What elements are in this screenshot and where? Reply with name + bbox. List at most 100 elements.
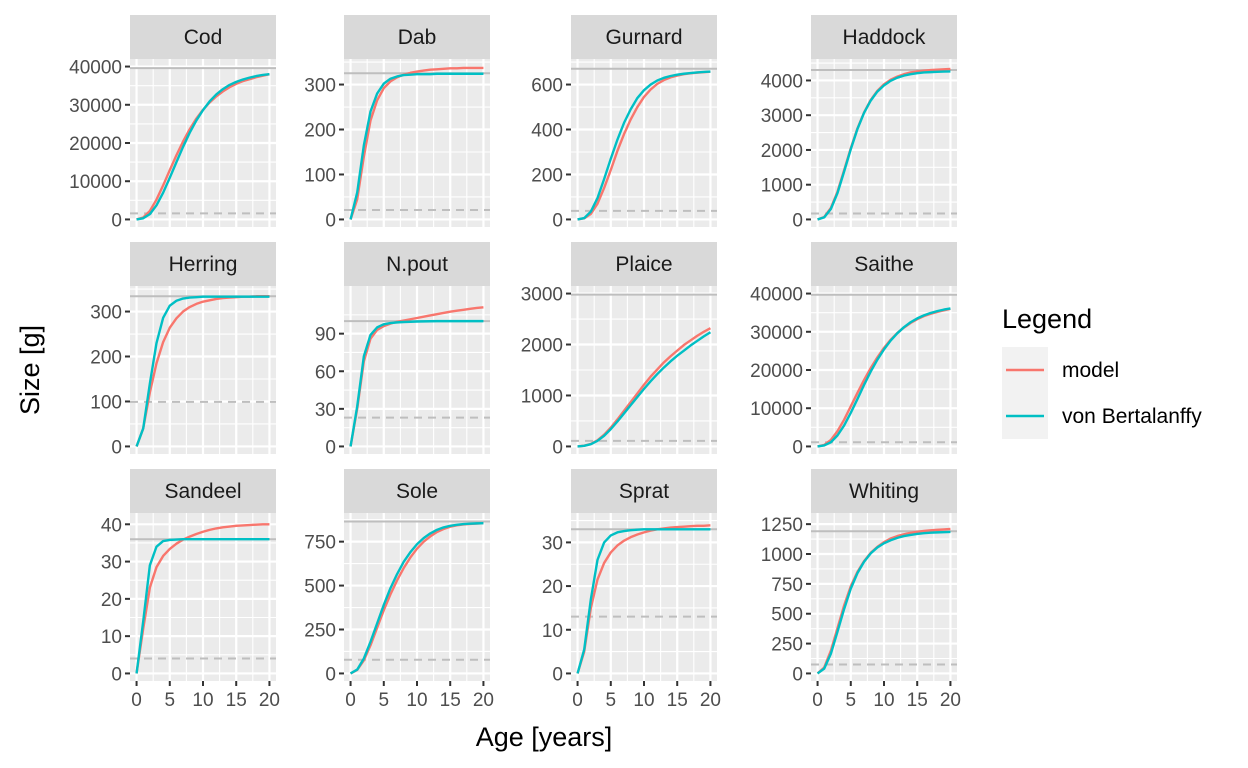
panel-whiting: Whiting 0 250 500 750 1000 1250 0 5 10 15 20 [761,469,961,711]
y-tick-label: 300 [90,303,122,324]
strip-label-n-pout: N.pout [386,253,448,276]
x-tick-label: 0 [812,690,823,711]
y-tick-label: 100 [90,392,122,413]
panel-n-pout: N.pout 0 30 60 90 [315,242,490,458]
y-tick-label: 40000 [69,58,122,79]
y-tick-label: 0 [792,664,803,685]
series-line-von-bertalanffy-haddock [817,70,951,221]
y-tick-label: 1000 [761,176,803,197]
y-tick-label: 200 [90,348,122,369]
x-tick-label: 20 [259,690,280,711]
y-tick-label: 20 [542,577,563,598]
series-line-von-bertalanffy-herring [135,295,270,447]
y-tick-label: 300 [304,76,336,97]
panel-haddock: Haddock 0 1000 2000 3000 4000 [761,15,957,231]
y-tick-label: 1250 [761,515,803,536]
x-tick-label: 20 [940,690,961,711]
y-axis-title: Size [g] [15,325,45,415]
series-line-model-sprat [576,524,711,674]
panel-dab: Dab 0 100 200 300 [304,15,490,231]
x-tick-label: 10 [406,690,427,711]
strip-label-sandeel: Sandeel [164,480,241,503]
y-tick-label: 1000 [521,386,563,407]
x-tick-label: 5 [605,690,616,711]
x-tick-label: 15 [667,690,688,711]
y-tick-label: 2000 [521,336,563,357]
strip-label-sprat: Sprat [619,480,669,503]
y-tick-label: 90 [315,325,336,346]
y-tick-label: 1000 [761,545,803,566]
x-tick-label: 0 [572,690,583,711]
strip-label-plaice: Plaice [615,253,672,276]
facet-panels: Cod010000200003000040000Dab0100200300Gur… [69,15,961,711]
x-tick-label: 10 [873,690,894,711]
y-tick-label: 0 [111,437,122,458]
strip-dab [344,15,490,59]
series-line-von-bertalanffy-dab [349,72,484,220]
series-line-von-bertalanffy-sandeel [135,538,270,674]
y-tick-label: 600 [531,76,563,97]
strip-sprat [571,469,717,513]
y-tick-label: 200 [531,165,563,186]
strip-whiting [811,469,957,513]
y-tick-label: 0 [552,664,563,685]
y-tick-label: 500 [304,577,336,598]
strip-n-pout [344,242,490,286]
y-tick-label: 750 [304,533,336,554]
y-tick-label: 40 [101,515,122,536]
x-tick-label: 10 [192,690,213,711]
x-tick-label: 5 [845,690,856,711]
panel-cod: Cod 0 10000 20000 30000 40000 [69,15,276,231]
y-tick-label: 0 [111,664,122,685]
y-tick-label: 100 [304,165,336,186]
x-axis-title: Age [years] [476,722,613,752]
y-tick-label: 0 [792,210,803,231]
strip-label-haddock: Haddock [843,26,926,49]
y-tick-label: 10 [101,627,122,648]
panel-herring: Herring 0 100 200 300 [90,242,276,458]
strip-label-dab: Dab [398,26,437,49]
y-tick-label: 0 [792,437,803,458]
x-tick-label: 0 [345,690,356,711]
panel-sandeel: Sandeel 0 10 20 30 40 0 5 10 15 20 [101,469,280,711]
strip-gurnard [571,15,717,59]
y-tick-label: 3000 [521,285,563,306]
x-tick-label: 10 [633,690,654,711]
y-tick-label: 4000 [761,71,803,92]
series-line-von-bertalanffy-sole [349,522,484,675]
series-line-von-bertalanffy-saithe [817,307,951,448]
y-tick-label: 400 [531,121,563,142]
y-tick-label: 0 [552,437,563,458]
y-tick-label: 0 [552,210,563,231]
strip-herring [130,242,276,286]
y-tick-label: 250 [304,621,336,642]
y-tick-label: 40000 [750,285,803,306]
y-tick-label: 0 [325,437,336,458]
series-line-von-bertalanffy-cod [136,73,270,221]
y-tick-label: 30 [101,553,122,574]
x-tick-label: 5 [378,690,389,711]
strip-cod [130,15,276,59]
strip-label-whiting: Whiting [849,480,919,503]
series-line-von-bertalanffy-plaice [577,331,712,448]
y-tick-label: 30 [542,533,563,554]
strip-sandeel [130,469,276,513]
y-tick-label: 3000 [761,106,803,127]
strip-plaice [571,242,717,286]
strip-label-sole: Sole [396,480,438,503]
panel-gurnard: Gurnard 0 200 400 600 [531,15,717,231]
y-tick-label: 60 [315,362,336,383]
panel-plaice: Plaice 0 1000 2000 3000 [521,242,717,458]
y-tick-label: 30 [315,400,336,421]
x-tick-label: 15 [907,690,928,711]
y-tick-label: 200 [304,121,336,142]
panel-saithe: Saithe 0 10000 20000 30000 40000 [750,242,957,458]
legend-label-von-bertalanffy: von Bertalanffy [1062,405,1202,428]
y-tick-label: 30000 [69,96,122,117]
strip-sole [344,469,490,513]
series-line-von-bertalanffy-n-pout [349,319,484,447]
strip-label-saithe: Saithe [854,253,914,276]
y-tick-label: 20000 [750,361,803,382]
strip-haddock [811,15,957,59]
series-line-von-bertalanffy-gurnard [577,70,711,221]
